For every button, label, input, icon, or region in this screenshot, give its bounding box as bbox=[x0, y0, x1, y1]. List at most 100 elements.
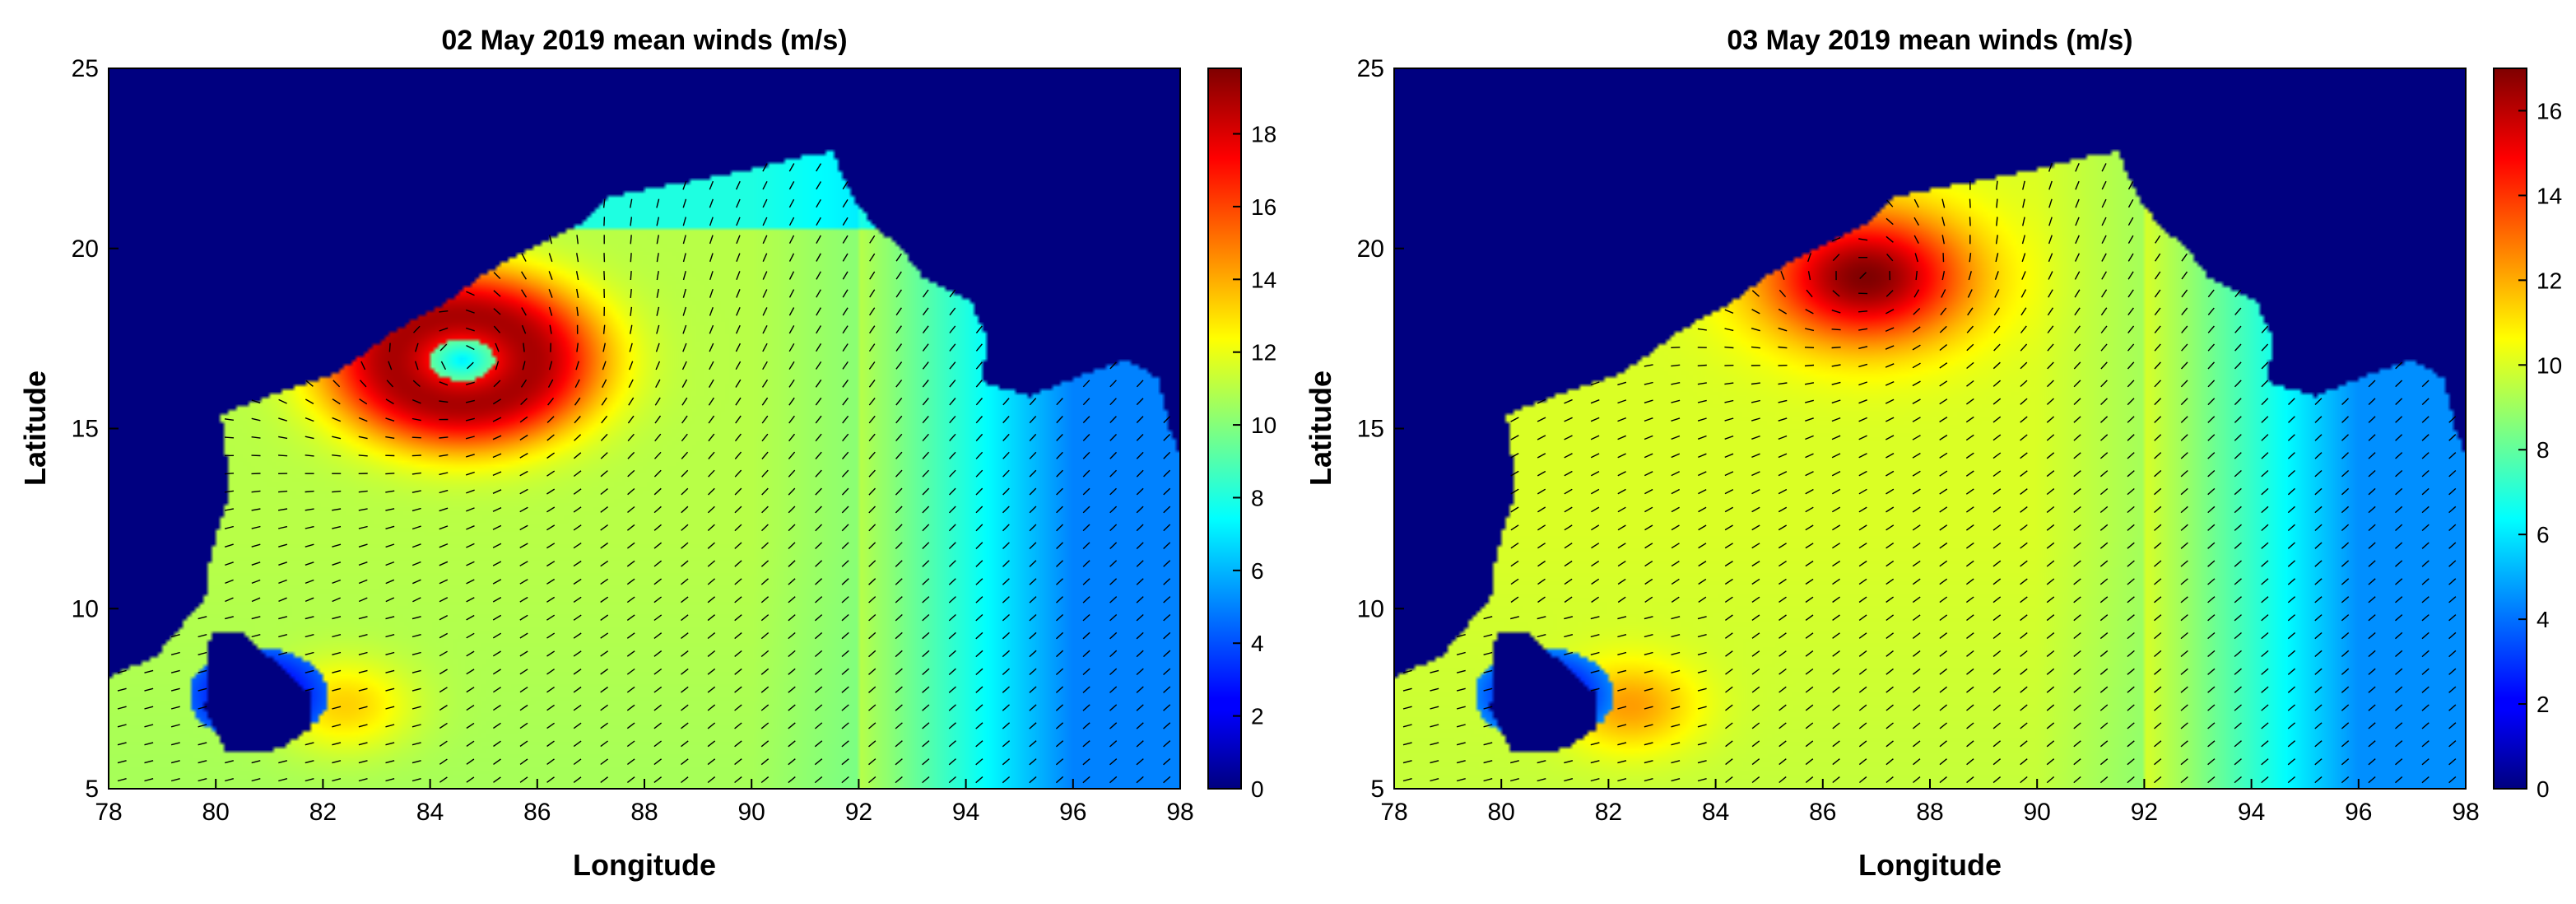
wind-arrow bbox=[305, 778, 314, 782]
wind-arrow bbox=[1966, 614, 1974, 622]
wind-arrow bbox=[1751, 290, 1760, 297]
wind-arrow bbox=[841, 524, 849, 532]
wind-arrow bbox=[895, 686, 903, 693]
wind-arrow bbox=[1056, 560, 1063, 567]
wind-arrow bbox=[519, 470, 528, 477]
colorbar-tick-label: 0 bbox=[2536, 776, 2550, 802]
wind-arrow bbox=[358, 417, 368, 422]
wind-arrow bbox=[2073, 776, 2081, 784]
wind-arrow bbox=[1858, 596, 1867, 603]
wind-arrow bbox=[761, 469, 769, 478]
wind-arrow bbox=[814, 758, 823, 766]
wind-arrow bbox=[144, 706, 154, 710]
wind-arrow bbox=[2421, 398, 2430, 406]
wind-arrow bbox=[519, 722, 528, 729]
wind-arrow bbox=[2099, 632, 2109, 640]
wind-arrow bbox=[492, 417, 502, 422]
wind-arrow bbox=[1992, 722, 2002, 729]
wind-arrow bbox=[2341, 740, 2350, 748]
wind-arrow bbox=[922, 451, 930, 459]
wind-arrow bbox=[895, 451, 903, 459]
wind-arrow bbox=[2395, 542, 2403, 549]
wind-arrow bbox=[1163, 416, 1171, 423]
wind-arrow bbox=[549, 324, 552, 334]
wind-arrow bbox=[895, 631, 903, 640]
wind-arrow bbox=[2022, 198, 2025, 208]
wind-arrow bbox=[2047, 380, 2054, 388]
wind-arrow bbox=[2287, 614, 2296, 622]
wind-arrow bbox=[1886, 199, 1894, 207]
wind-arrow bbox=[1915, 271, 1918, 281]
wind-arrow bbox=[1966, 650, 1974, 657]
wind-arrow bbox=[1002, 686, 1010, 693]
wind-arrow bbox=[1002, 758, 1011, 766]
wind-arrow bbox=[1939, 596, 1948, 603]
wind-arrow bbox=[412, 706, 421, 710]
wind-arrow bbox=[761, 451, 769, 459]
wind-arrow bbox=[681, 614, 689, 622]
wind-arrow bbox=[1537, 634, 1546, 638]
wind-arrow bbox=[2287, 560, 2296, 567]
wind-arrow bbox=[630, 235, 632, 245]
wind-arrow bbox=[922, 361, 929, 370]
wind-arrow bbox=[1965, 542, 1974, 549]
wind-arrow bbox=[546, 776, 555, 783]
wind-arrow bbox=[466, 507, 475, 512]
x-tick-label: 82 bbox=[309, 799, 337, 826]
wind-arrow bbox=[815, 506, 822, 514]
wind-arrow bbox=[1510, 506, 1519, 513]
wind-arrow bbox=[2180, 469, 2188, 478]
wind-arrow bbox=[492, 489, 502, 494]
wind-arrow bbox=[1992, 488, 2002, 495]
wind-arrow bbox=[2314, 776, 2323, 784]
wind-arrow bbox=[841, 650, 849, 658]
wind-arrow bbox=[1992, 560, 2002, 567]
wind-arrow bbox=[1805, 776, 1814, 784]
wind-arrow bbox=[734, 686, 742, 693]
wind-arrow bbox=[948, 542, 956, 550]
wind-arrow bbox=[278, 398, 287, 404]
wind-arrow bbox=[385, 760, 395, 764]
wind-arrow bbox=[760, 578, 770, 585]
wind-arrow bbox=[2368, 560, 2376, 567]
wind-arrow bbox=[2020, 740, 2028, 748]
wind-arrow bbox=[2261, 686, 2269, 693]
wind-arrow bbox=[1886, 650, 1894, 657]
wind-arrow bbox=[251, 760, 261, 764]
wind-arrow bbox=[1644, 364, 1653, 367]
wind-arrow bbox=[868, 596, 876, 603]
wind-arrow bbox=[2020, 289, 2027, 298]
wind-arrow bbox=[439, 561, 449, 566]
wind-arrow bbox=[1029, 704, 1037, 711]
wind-arrow bbox=[2341, 631, 2350, 640]
wind-arrow bbox=[1617, 687, 1627, 692]
wind-arrow bbox=[1831, 399, 1841, 404]
wind-arrow bbox=[2341, 524, 2350, 532]
wind-arrow bbox=[2180, 434, 2188, 441]
colorbar-tick-label: 10 bbox=[1251, 412, 1276, 438]
wind-arrow bbox=[1109, 596, 1118, 603]
wind-arrow bbox=[2154, 578, 2162, 585]
wind-arrow bbox=[412, 472, 421, 475]
wind-arrow bbox=[1537, 778, 1546, 782]
wind-arrow bbox=[1778, 435, 1788, 440]
wind-arrow bbox=[681, 686, 689, 693]
wind-arrow bbox=[332, 742, 342, 746]
wind-arrow bbox=[412, 687, 421, 692]
wind-arrow bbox=[681, 469, 689, 478]
wind-arrow bbox=[412, 417, 421, 422]
wind-arrow bbox=[1056, 487, 1063, 496]
wind-arrow bbox=[2154, 380, 2162, 388]
wind-arrow bbox=[1805, 668, 1814, 675]
wind-arrow bbox=[439, 632, 449, 639]
wind-arrow bbox=[1858, 346, 1868, 349]
wind-arrow bbox=[2181, 253, 2188, 262]
wind-arrow bbox=[653, 614, 663, 622]
wind-arrow bbox=[708, 487, 715, 496]
wind-arrow bbox=[2314, 452, 2323, 459]
wind-arrow bbox=[2314, 398, 2323, 406]
wind-arrow bbox=[1858, 650, 1867, 657]
wind-arrow bbox=[1430, 724, 1439, 728]
wind-arrow bbox=[1698, 561, 1707, 567]
